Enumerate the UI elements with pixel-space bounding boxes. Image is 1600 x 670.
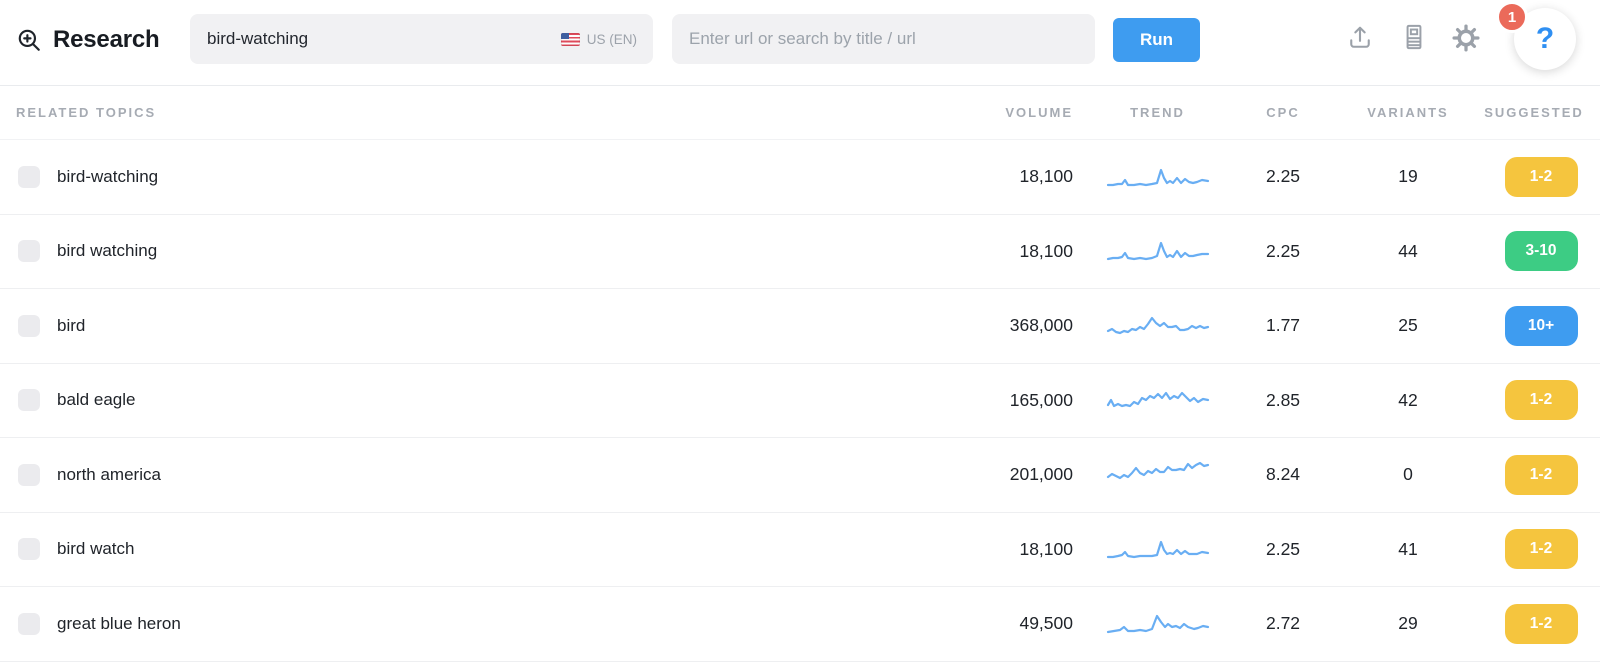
suggested-badge[interactable]: 1-2 [1504,529,1578,570]
suggested-cell: 10+ [1478,305,1590,346]
column-header-variants[interactable]: VARIANTS [1367,105,1449,120]
table-row[interactable]: north america 201,000 8.24 0 1-2 [0,438,1600,513]
keyword-cell: bird watching [16,240,973,263]
variants-value: 44 [1398,240,1418,261]
keyword-label[interactable]: great blue heron [57,613,181,633]
table-row[interactable]: bird watch 18,100 2.25 41 1-2 [0,512,1600,587]
suggested-cell: 1-2 [1478,380,1590,421]
trend-sparkline [1073,236,1228,266]
volume-value: 18,100 [1019,166,1073,187]
trend-sparkline [1073,460,1228,490]
cpc-value: 2.25 [1265,240,1301,261]
suggested-badge[interactable]: 10+ [1504,305,1578,346]
keyword-input[interactable] [190,14,561,64]
keyword-label[interactable]: bird watching [57,241,158,261]
suggested-badge[interactable]: 1-2 [1504,156,1578,197]
keyword-cell: bird-watching [16,165,973,188]
table-row[interactable]: great blue heron 49,500 2.72 29 1-2 [0,587,1600,662]
table-row[interactable]: bald eagle 165,000 2.85 42 1-2 [0,363,1600,438]
keyword-cell: bird [16,314,973,337]
trend-sparkline [1073,609,1228,639]
top-bar: Research US (EN) Run [0,0,1600,86]
row-checkbox[interactable] [18,538,40,561]
column-header-suggested[interactable]: SUGGESTED [1484,105,1584,120]
cpc-value: 2.25 [1265,166,1301,187]
keyword-label[interactable]: bird [57,315,86,335]
column-header-cpc[interactable]: CPC [1266,105,1300,120]
table-row[interactable]: bird 368,000 1.77 25 10+ [0,289,1600,364]
table-body: bird-watching 18,100 2.25 19 1-2 bird wa… [0,140,1600,662]
row-checkbox[interactable] [18,612,40,635]
country-label: US (EN) [586,31,637,47]
url-search-box [672,14,1095,64]
notification-badge[interactable]: 1 [1496,1,1528,33]
keyword-label[interactable]: north america [57,464,161,484]
trend-sparkline [1073,311,1228,341]
gear-settings-icon[interactable] [1452,24,1480,52]
keyword-search-box: US (EN) [190,14,653,64]
variants-value: 41 [1398,538,1418,559]
reader-document-icon[interactable] [1400,23,1428,51]
table-row[interactable]: bird watching 18,100 2.25 44 3-10 [0,214,1600,289]
table-header-row: RELATED TOPICS VOLUME TREND CPC VARIANTS… [0,86,1600,140]
page-title: Research [53,26,160,53]
column-header-volume[interactable]: VOLUME [1005,105,1073,120]
suggested-badge[interactable]: 1-2 [1504,454,1578,495]
keyword-label[interactable]: bird-watching [57,166,159,186]
keyword-cell: bird watch [16,538,973,561]
cpc-value: 2.72 [1265,613,1301,634]
variants-value: 29 [1398,613,1418,634]
cpc-value: 2.85 [1265,389,1301,410]
trend-sparkline [1073,162,1228,192]
trend-sparkline [1073,385,1228,415]
row-checkbox[interactable] [18,240,40,263]
run-button[interactable]: Run [1113,18,1200,62]
cpc-value: 2.25 [1265,538,1301,559]
keyword-label[interactable]: bird watch [57,539,135,559]
trend-sparkline [1073,534,1228,564]
row-checkbox[interactable] [18,165,40,188]
zoom-in-search-icon [16,27,42,53]
upload-icon[interactable] [1346,24,1374,52]
volume-value: 18,100 [1019,538,1073,559]
url-input[interactable] [672,14,1095,64]
table-row[interactable]: bird-watching 18,100 2.25 19 1-2 [0,140,1600,215]
variants-value: 25 [1398,315,1418,336]
variants-value: 0 [1403,464,1413,485]
suggested-badge[interactable]: 3-10 [1504,231,1578,272]
suggested-badge[interactable]: 1-2 [1504,380,1578,421]
suggested-cell: 1-2 [1478,454,1590,495]
cpc-value: 1.77 [1265,315,1301,336]
suggested-cell: 1-2 [1478,529,1590,570]
keyword-label[interactable]: bald eagle [57,390,136,410]
row-checkbox[interactable] [18,389,40,412]
column-header-trend[interactable]: TREND [1130,105,1185,120]
volume-value: 201,000 [1009,464,1073,485]
volume-value: 49,500 [1019,613,1073,634]
suggested-badge[interactable]: 1-2 [1504,603,1578,644]
cpc-value: 8.24 [1265,464,1301,485]
volume-value: 165,000 [1009,389,1073,410]
variants-value: 19 [1398,166,1418,187]
us-flag-icon [560,32,580,46]
country-selector[interactable]: US (EN) [560,31,637,47]
volume-value: 368,000 [1009,315,1073,336]
suggested-cell: 1-2 [1478,603,1590,644]
suggested-cell: 1-2 [1478,156,1590,197]
row-checkbox[interactable] [18,463,40,486]
row-checkbox[interactable] [18,314,40,337]
keyword-cell: north america [16,463,973,486]
column-header-related-topics[interactable]: RELATED TOPICS [16,105,157,120]
app-brand: Research [16,26,160,54]
suggested-cell: 3-10 [1478,231,1590,272]
keyword-cell: great blue heron [16,612,973,635]
volume-value: 18,100 [1019,240,1073,261]
variants-value: 42 [1398,389,1418,410]
keyword-cell: bald eagle [16,389,973,412]
